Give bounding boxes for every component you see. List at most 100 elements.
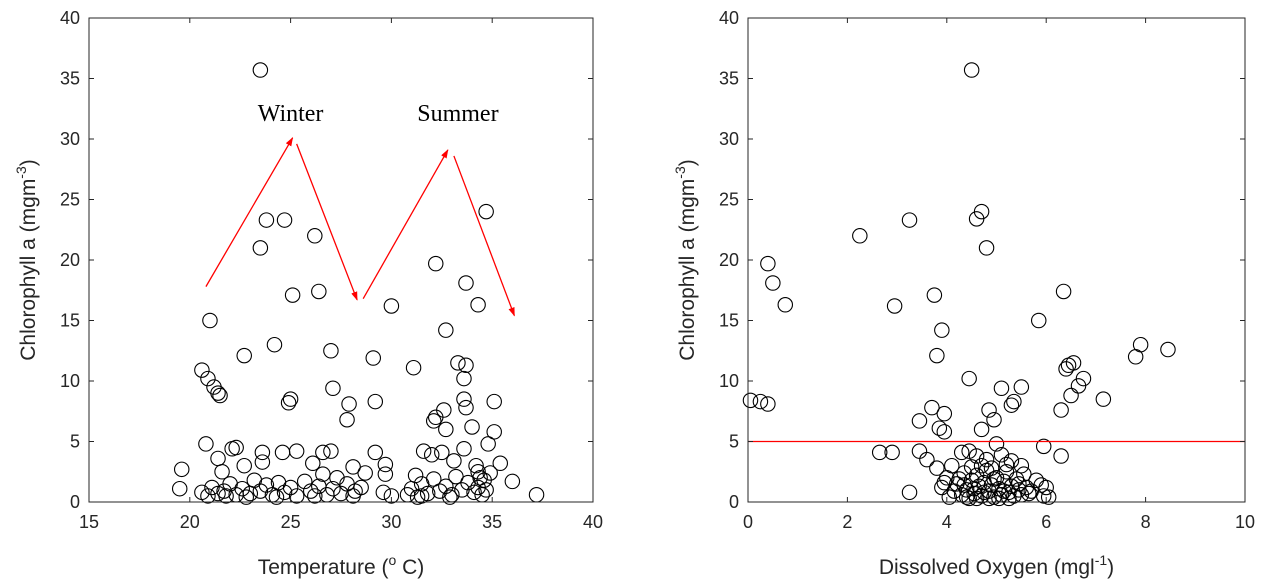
data-point (282, 391, 299, 407)
data-point (929, 347, 945, 364)
data-point (978, 240, 995, 256)
data-point (345, 488, 361, 504)
data-point (383, 488, 400, 504)
data-point (944, 457, 960, 474)
y-tick-label: 40 (719, 8, 739, 28)
data-point (365, 350, 382, 366)
data-point (464, 419, 480, 435)
data-point (210, 450, 226, 467)
data-point (1127, 349, 1144, 365)
data-point (171, 480, 188, 497)
data-point (901, 484, 918, 501)
data-point (871, 444, 888, 461)
data-point (986, 489, 1002, 505)
data-point (936, 405, 953, 422)
x-tick-label: 20 (180, 512, 200, 532)
data-point (1038, 479, 1054, 496)
data-point (760, 396, 776, 412)
data-point (981, 402, 997, 418)
data-point (307, 488, 323, 504)
data-point (456, 370, 472, 387)
data-point (377, 456, 394, 473)
data-point (1053, 402, 1069, 418)
season-arrows (205, 137, 515, 317)
oxygen-axes-box (747, 17, 1246, 503)
data-point (1013, 379, 1030, 395)
data-point (234, 480, 250, 497)
data-point (968, 448, 985, 464)
season-arrow (453, 155, 515, 317)
data-point (268, 489, 285, 505)
data-point (1030, 312, 1047, 329)
y-tick-label: 5 (70, 432, 80, 452)
data-point (931, 420, 948, 436)
data-point (1095, 391, 1112, 407)
data-point (926, 287, 943, 303)
data-point (276, 212, 293, 228)
data-point (405, 359, 422, 376)
data-point (303, 483, 319, 499)
temperature-x-axis-label: Temperature (o C) (258, 552, 425, 579)
data-point (442, 489, 458, 505)
y-tick-label: 10 (60, 371, 80, 391)
y-tick-label: 0 (70, 492, 80, 512)
data-point (311, 283, 327, 300)
data-point (911, 443, 928, 459)
data-point (742, 392, 759, 409)
data-point (1006, 393, 1022, 410)
data-point (202, 312, 218, 329)
data-point (929, 460, 945, 476)
data-point (228, 439, 244, 456)
data-point (998, 463, 1015, 480)
y-tick-label: 35 (719, 69, 739, 89)
data-point (236, 347, 252, 364)
season-annotations: Winter Summer (258, 101, 499, 127)
data-point (254, 454, 271, 470)
data-point (1028, 472, 1045, 488)
data-point (258, 212, 275, 228)
data-point (480, 436, 496, 452)
x-tick-label: 6 (1041, 512, 1051, 532)
data-point (852, 228, 868, 244)
data-point (998, 456, 1015, 473)
y-tick-label: 40 (60, 8, 80, 28)
data-point (325, 380, 341, 397)
data-point (236, 457, 252, 474)
data-point (415, 443, 432, 459)
oxygen-scatter-points (742, 62, 1176, 507)
data-point (228, 486, 244, 503)
season-arrow (362, 149, 449, 300)
data-point (941, 489, 958, 505)
season-label: Winter (258, 101, 324, 127)
season-label: Summer (417, 101, 498, 127)
data-point (383, 298, 400, 314)
x-tick-label: 10 (1235, 512, 1255, 532)
data-point (1040, 489, 1057, 505)
data-point (958, 489, 975, 505)
data-point (357, 465, 373, 481)
data-point (438, 421, 454, 438)
data-point (963, 62, 980, 78)
data-point (478, 203, 494, 220)
y-tick-label: 30 (719, 129, 739, 149)
data-point (367, 444, 384, 461)
season-arrow (296, 143, 358, 301)
data-point (288, 443, 305, 459)
data-point (986, 471, 1002, 487)
data-point (934, 322, 950, 338)
data-point (339, 411, 355, 428)
data-point (198, 436, 214, 452)
data-point (919, 451, 935, 468)
y-tick-label: 15 (719, 311, 739, 331)
data-point (983, 460, 1000, 476)
data-point (951, 471, 967, 487)
data-point (936, 424, 953, 440)
data-point (323, 443, 339, 459)
data-point (953, 444, 970, 461)
y-tick-label: 0 (729, 492, 739, 512)
data-point (200, 370, 216, 387)
y-tick-label: 30 (60, 129, 80, 149)
data-point (486, 424, 502, 440)
data-point (1016, 466, 1032, 482)
data-point (961, 443, 977, 459)
